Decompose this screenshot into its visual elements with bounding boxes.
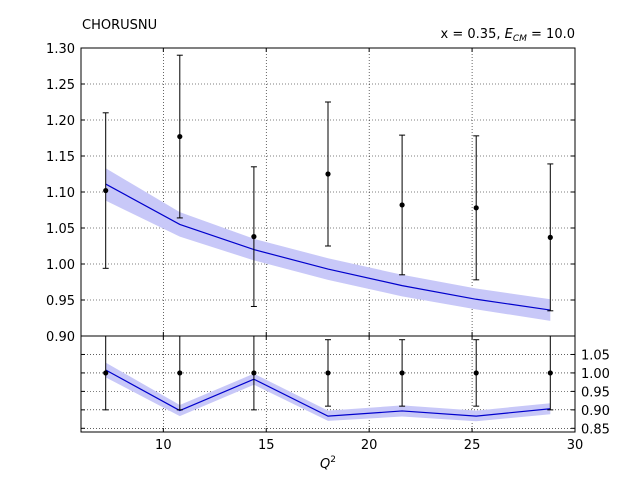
- top-ytick-label-8: 1.30: [46, 42, 75, 57]
- chart-annotation: x = 0.35, ECM = 10.0: [441, 27, 575, 44]
- bottom-panel-frame: [80, 335, 576, 433]
- bottom-ytick-label-3: 1.00: [581, 367, 610, 382]
- bottom-data-point-4: [399, 370, 405, 376]
- top-data-point-4: [399, 202, 405, 208]
- top-data-point-2: [251, 234, 257, 240]
- top-ytick-label-7: 1.25: [46, 78, 75, 93]
- bottom-ytick-label-2: 0.95: [581, 385, 610, 400]
- bottom-xtick-label-0: 10: [155, 438, 172, 453]
- bottom-ytick-label-1: 0.90: [581, 404, 610, 419]
- top-data-point-6: [547, 234, 553, 240]
- top-data-point-3: [325, 171, 331, 177]
- bottom-xtick-label-4: 30: [567, 438, 584, 453]
- bottom-data-point-2: [251, 370, 257, 376]
- bottom-data-point-1: [177, 370, 183, 376]
- top-ytick-label-0: 0.90: [46, 330, 75, 345]
- top-ytick-label-1: 0.95: [46, 294, 75, 309]
- top-theory-line: [105, 183, 551, 311]
- chart-title: CHORUSNU: [82, 18, 157, 33]
- bottom-theory-line: [105, 369, 551, 417]
- top-ytick-label-5: 1.15: [46, 150, 75, 165]
- top-ytick-label-4: 1.10: [46, 186, 75, 201]
- top-ytick-label-3: 1.05: [46, 222, 75, 237]
- bottom-xtick-label-1: 15: [258, 438, 275, 453]
- bottom-xtick-label-3: 25: [464, 438, 481, 453]
- top-data-point-1: [177, 133, 183, 140]
- top-ytick-label-6: 1.20: [46, 114, 75, 129]
- top-data-point-5: [473, 205, 479, 211]
- bottom-data-point-6: [547, 370, 553, 376]
- top-ytick-label-2: 1.00: [46, 258, 75, 273]
- top-uncertainty-band: [105, 168, 551, 321]
- bottom-xtick-label-2: 20: [361, 438, 378, 453]
- top-data-point-0: [103, 187, 109, 194]
- bottom-uncertainty-band: [105, 362, 551, 422]
- bottom-data-point-0: [103, 370, 109, 376]
- bottom-data-point-3: [325, 370, 331, 376]
- bottom-data-point-5: [473, 370, 479, 376]
- bottom-ytick-label-4: 1.05: [581, 348, 610, 363]
- x-axis-label: Q2: [320, 455, 336, 472]
- bottom-ytick-label-0: 0.85: [581, 422, 610, 437]
